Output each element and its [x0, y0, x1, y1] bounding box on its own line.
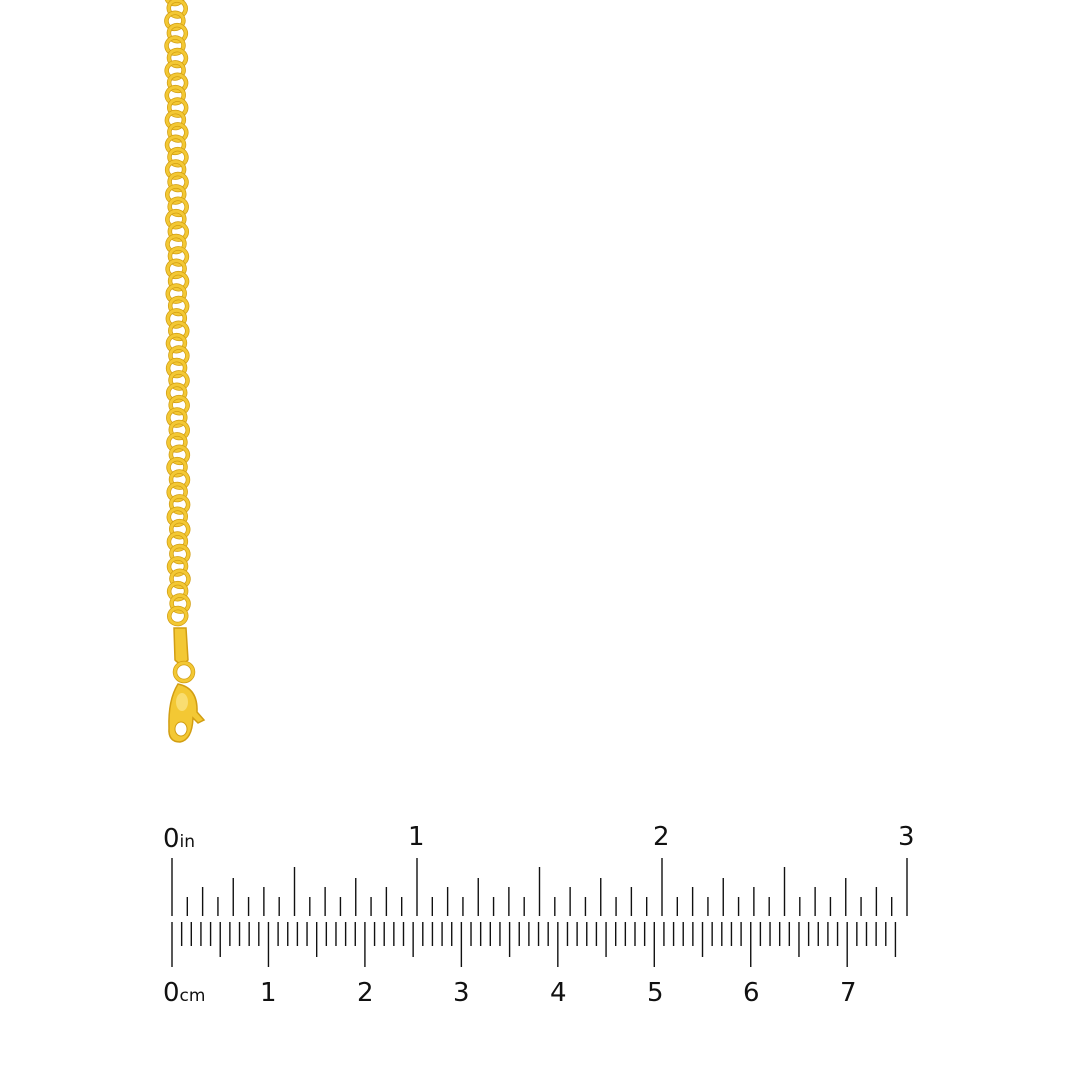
- chain-link: [167, 295, 190, 317]
- chain-link: [164, 35, 186, 56]
- cm-label-0: 0cm: [163, 978, 206, 1008]
- inch-label-2: 2: [653, 822, 670, 852]
- cm-label-7: 7: [840, 978, 857, 1008]
- chain-link: [167, 171, 189, 193]
- chain-link: [165, 208, 187, 230]
- chain-link: [167, 122, 189, 143]
- chain-link: [168, 469, 191, 490]
- chain-link: [166, 47, 189, 69]
- chain-link: [164, 10, 186, 32]
- clasp-highlight: [176, 693, 188, 711]
- chain-link: [169, 593, 191, 614]
- chain-link: [166, 0, 188, 19]
- chain-link: [166, 456, 188, 478]
- chain-link: [166, 506, 189, 528]
- chain-link: [168, 394, 190, 416]
- chain-link: [167, 270, 190, 292]
- chain-link: [166, 481, 188, 503]
- clasp-opening: [174, 721, 188, 737]
- chain-link: [166, 580, 189, 602]
- chain-link: [165, 357, 188, 379]
- inch-unit: in: [179, 832, 196, 852]
- chain-link: [166, 531, 189, 552]
- chain-link: [164, 60, 186, 81]
- chain-link: [168, 345, 190, 366]
- cm-label-3: 3: [453, 978, 470, 1008]
- chain-link: [165, 308, 188, 329]
- chain-link: [167, 221, 190, 242]
- cm-label-2: 2: [357, 978, 374, 1008]
- chain-link: [165, 258, 187, 280]
- cm-label-6: 6: [743, 978, 760, 1008]
- chain-link: [166, 97, 189, 118]
- jump-ring-highlight: [173, 661, 195, 683]
- chain-link: [169, 568, 191, 590]
- chain-link: [165, 382, 188, 404]
- chain-link: [166, 432, 188, 453]
- chain-link: [168, 419, 190, 441]
- chain-link: [167, 246, 190, 267]
- cm-unit: cm: [179, 986, 206, 1006]
- chain-link: [165, 233, 187, 255]
- chain-link: [168, 320, 190, 342]
- cm-label-5: 5: [647, 978, 664, 1008]
- cm-label-1: 1: [260, 978, 277, 1008]
- chain-link: [167, 146, 189, 168]
- inch-label-3: 3: [898, 822, 915, 852]
- chain-link: [164, 134, 187, 156]
- chain-link: [167, 196, 189, 218]
- cm-label-4: 4: [550, 978, 567, 1008]
- chain-link: [164, 109, 187, 131]
- chain-link: [168, 370, 190, 391]
- chain-link: [166, 72, 189, 94]
- chain-link: [166, 556, 189, 577]
- gold-curb-chain: [164, 0, 206, 743]
- chain-link: [168, 444, 191, 466]
- chain-link: [167, 605, 189, 627]
- chain-link: [166, 22, 189, 44]
- inch-label-0: 0in: [163, 824, 196, 854]
- chain-link: [168, 494, 191, 515]
- chain-link: [164, 0, 186, 7]
- chain-link: [164, 159, 187, 180]
- inch-label-1: 1: [408, 822, 425, 852]
- chain-link: [165, 283, 187, 304]
- chain-link: [166, 407, 188, 428]
- chain-link: [169, 543, 191, 565]
- chain-link: [165, 332, 188, 354]
- chain-link: [169, 518, 191, 540]
- chain-link: [164, 84, 186, 106]
- chain-link: [165, 184, 187, 205]
